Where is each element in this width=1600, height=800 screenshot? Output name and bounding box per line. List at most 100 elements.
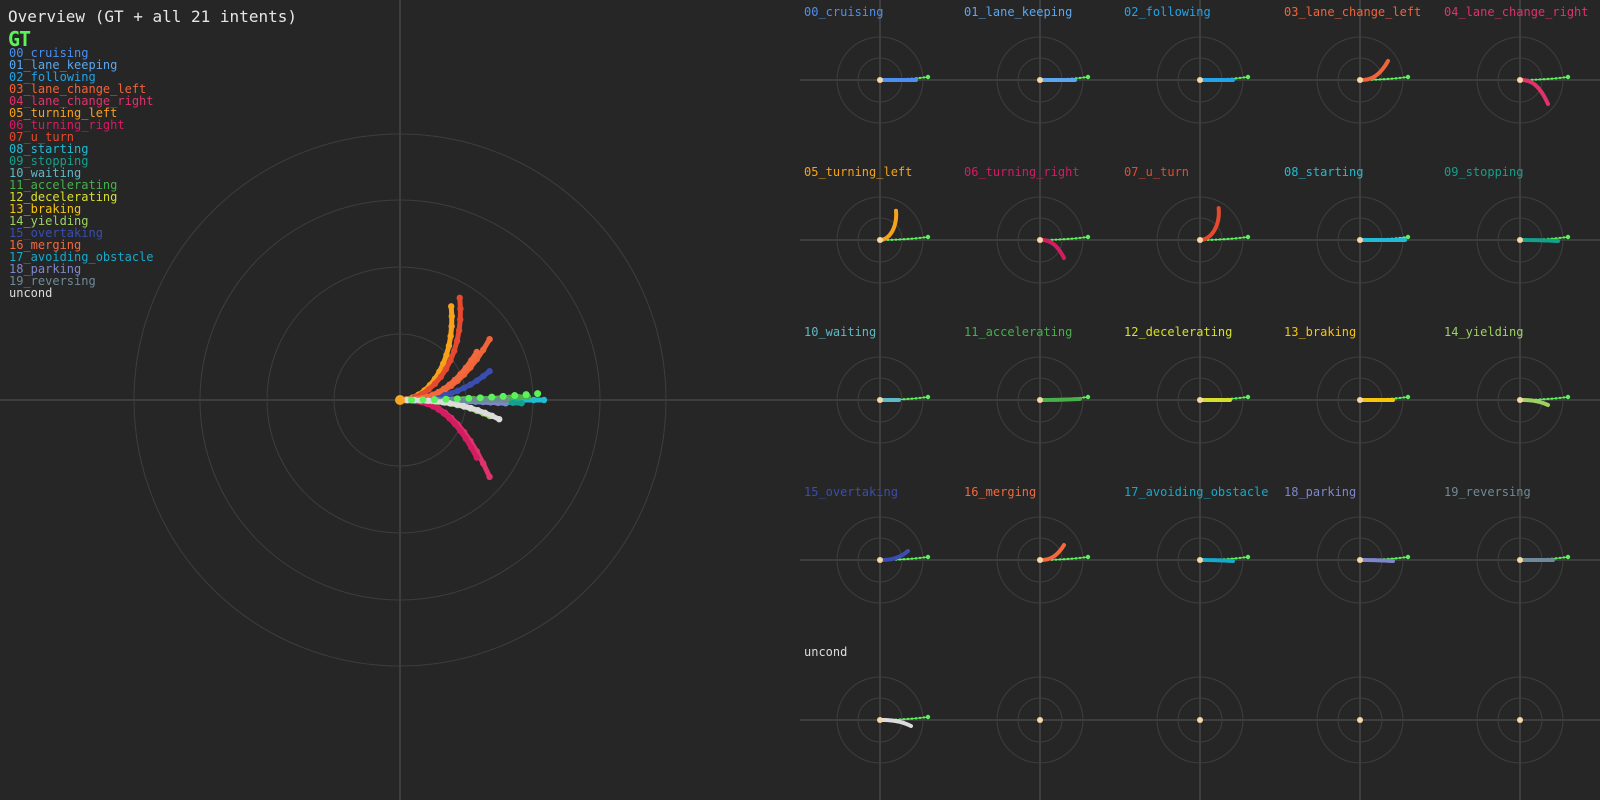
panel-title-18_parking: 18_parking bbox=[1284, 485, 1357, 499]
panel-gt-point bbox=[1242, 556, 1246, 559]
panel-gt-point bbox=[918, 556, 922, 560]
legend-item-01_lane_keeping: 01_lane_keeping bbox=[9, 58, 118, 72]
panel-gt-point bbox=[922, 396, 926, 399]
gt-point bbox=[488, 393, 496, 401]
panel-title-06_turning_right: 06_turning_right bbox=[964, 165, 1080, 179]
trajectory-point bbox=[435, 406, 442, 413]
panel-gt-point bbox=[902, 558, 906, 561]
trajectory-point bbox=[480, 346, 487, 354]
panel-title-12_decelerating: 12_decelerating bbox=[1124, 325, 1233, 339]
range-ring bbox=[1476, 676, 1564, 764]
panel bbox=[1156, 196, 1251, 284]
panel-gt-end bbox=[925, 234, 931, 240]
panel-origin-marker bbox=[1037, 77, 1043, 83]
panel-origin-marker bbox=[1197, 717, 1203, 723]
trajectory-point bbox=[467, 404, 475, 412]
range-ring bbox=[1476, 516, 1564, 604]
legend-item-18_parking: 18_parking bbox=[9, 262, 82, 276]
panel-title-uncond: uncond bbox=[804, 645, 848, 659]
panel-gt-point bbox=[1082, 236, 1086, 239]
gt-point bbox=[419, 396, 427, 404]
panel-gt-point bbox=[1070, 557, 1074, 560]
panel-trajectory-17_avoiding_obstacle bbox=[1198, 558, 1235, 563]
range-ring bbox=[1017, 537, 1063, 583]
panel-gt-point bbox=[1402, 76, 1406, 79]
panel-title-16_merging: 16_merging bbox=[964, 485, 1037, 499]
legend-item-09_stopping: 09_stopping bbox=[9, 154, 89, 168]
trajectory-point bbox=[448, 313, 456, 320]
trajectory-point bbox=[486, 336, 493, 343]
gt-point bbox=[511, 392, 519, 400]
trajectory-point bbox=[440, 385, 448, 392]
legend-item-00_cruising: 00_cruising bbox=[9, 46, 89, 60]
panel-gt-point bbox=[1390, 77, 1394, 80]
panel-gt-point bbox=[1386, 77, 1390, 81]
trajectory-point bbox=[481, 409, 489, 417]
panel-gt-point bbox=[1558, 396, 1562, 400]
trajectory-point bbox=[457, 305, 464, 312]
panel-gt-end bbox=[1565, 74, 1571, 80]
panel-origin-marker bbox=[877, 237, 883, 243]
panel-gt-point bbox=[1242, 76, 1246, 79]
panel-gt-point bbox=[1062, 238, 1066, 241]
panel-origin-marker bbox=[1197, 77, 1203, 83]
panel bbox=[1476, 356, 1571, 444]
panel bbox=[996, 356, 1091, 444]
panel-gt-point bbox=[1222, 238, 1226, 241]
panel-gt-point bbox=[1234, 557, 1238, 560]
panel-gt-point bbox=[1078, 76, 1082, 80]
gt-point bbox=[407, 396, 415, 404]
trajectory-point bbox=[425, 397, 432, 404]
range-ring bbox=[996, 676, 1084, 764]
panel-gt-point bbox=[1054, 238, 1058, 241]
gt-point bbox=[534, 390, 542, 398]
panel-gt-point bbox=[914, 557, 918, 560]
panel-gt-end bbox=[1565, 394, 1571, 400]
range-ring bbox=[1177, 697, 1223, 743]
trajectory-point bbox=[480, 373, 487, 380]
panel-gt-point bbox=[1554, 557, 1558, 560]
panel-gt-end bbox=[925, 714, 931, 720]
panel-gt-point bbox=[1074, 237, 1078, 240]
panel-gt-point bbox=[902, 718, 906, 721]
panel-gt-end bbox=[1565, 234, 1571, 240]
panel-origin-marker bbox=[877, 397, 883, 403]
trajectory-point bbox=[442, 365, 450, 373]
panel-origin-marker bbox=[877, 557, 883, 563]
panel-gt-point bbox=[890, 238, 894, 242]
panel-gt-point bbox=[1558, 236, 1562, 240]
panel-gt-point bbox=[1058, 238, 1062, 241]
panel-gt-point bbox=[1378, 78, 1382, 81]
panel-gt-point bbox=[898, 558, 902, 561]
panel-gt-point bbox=[1082, 76, 1086, 79]
range-ring bbox=[1156, 36, 1244, 124]
panel-trajectory-09_stopping bbox=[1518, 238, 1560, 243]
trajectory-point bbox=[457, 427, 464, 434]
gt-point bbox=[476, 394, 484, 402]
legend-item-19_reversing: 19_reversing bbox=[9, 274, 96, 288]
intent-grid bbox=[800, 0, 1600, 800]
panel-gt-point bbox=[906, 237, 910, 241]
range-ring bbox=[836, 36, 924, 124]
panel-gt-point bbox=[918, 396, 922, 400]
panel-origin-marker bbox=[1197, 557, 1203, 563]
panel-gt-end bbox=[1085, 394, 1091, 400]
trajectory-point bbox=[425, 386, 432, 393]
trajectory-point bbox=[447, 332, 454, 340]
panel-origin-marker bbox=[1517, 397, 1523, 403]
panel-gt-point bbox=[1238, 236, 1242, 240]
panel-gt-point bbox=[1226, 237, 1230, 241]
trajectory-point bbox=[454, 387, 461, 395]
panel-gt-point bbox=[922, 76, 926, 79]
range-ring bbox=[836, 356, 924, 444]
legend-item-14_yielding: 14_yielding bbox=[9, 214, 89, 228]
panel-gt-point bbox=[1542, 78, 1546, 81]
panel-title-19_reversing: 19_reversing bbox=[1444, 485, 1531, 499]
panel-title-15_overtaking: 15_overtaking bbox=[804, 485, 898, 499]
panel-gt-point bbox=[1554, 397, 1558, 400]
panel-origin-marker bbox=[1197, 237, 1203, 243]
range-ring bbox=[133, 133, 667, 667]
legend-item-13_braking: 13_braking bbox=[9, 202, 82, 216]
trajectory-point bbox=[435, 388, 442, 396]
trajectory-point bbox=[462, 364, 470, 372]
